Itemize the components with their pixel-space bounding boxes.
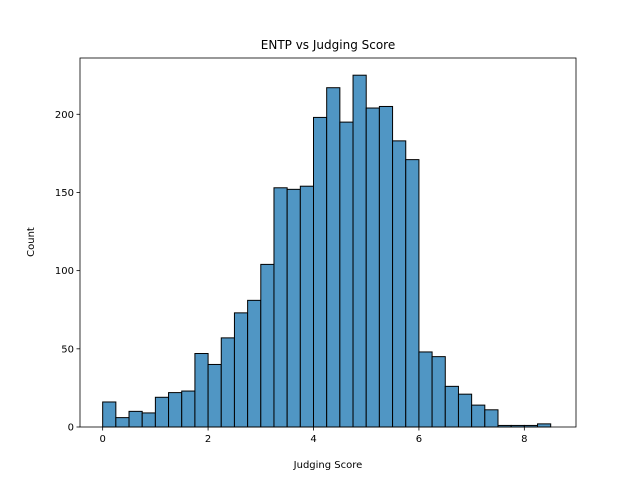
histogram-bar (471, 404, 486, 428)
histogram-bar (444, 385, 459, 428)
plot-frame (79, 57, 577, 428)
histogram-bar (537, 423, 552, 428)
x-tick-label: 6 (416, 434, 422, 445)
y-tick-label: 0 (68, 423, 74, 434)
histogram-bar (168, 392, 183, 428)
chart-title: ENTP vs Judging Score (261, 38, 395, 52)
histogram-bar (418, 351, 433, 428)
histogram-bar (207, 363, 222, 428)
histogram-bar (181, 390, 196, 428)
histogram-bar (273, 187, 288, 428)
y-tick-label: 100 (55, 266, 74, 277)
histogram-bar (457, 393, 473, 428)
histogram-bar (115, 417, 130, 428)
histogram-bar (128, 410, 143, 428)
histogram-bar (260, 263, 275, 428)
histogram-bar (484, 409, 499, 428)
histogram-bar (326, 87, 341, 428)
histogram-bar (286, 188, 301, 428)
histogram-bar (365, 107, 380, 428)
histogram-bar (405, 159, 420, 428)
histogram-bar (392, 140, 407, 428)
histogram-bar (154, 396, 170, 428)
histogram-bar (220, 337, 235, 428)
y-axis-ticks: 0 50 100 150 200 (55, 110, 80, 434)
x-tick-label: 8 (521, 434, 527, 445)
histogram-bar (431, 356, 446, 428)
histogram-bar (141, 412, 156, 428)
histogram-bar (299, 185, 315, 428)
histogram-bar (233, 312, 249, 428)
y-tick-label: 50 (61, 344, 74, 355)
histogram-bar (102, 401, 117, 428)
histogram-bar (352, 74, 367, 428)
histogram-bar (339, 121, 354, 428)
x-tick-label: 0 (99, 434, 105, 445)
histogram-bar (378, 105, 394, 428)
y-axis-label: Count (26, 227, 37, 257)
y-tick-label: 200 (55, 110, 74, 121)
bars-group (102, 74, 552, 428)
histogram-bar (194, 353, 209, 428)
x-axis-label: Judging Score (293, 460, 363, 471)
x-tick-label: 4 (310, 434, 316, 445)
histogram-bar (313, 116, 328, 428)
histogram-bar (247, 299, 262, 428)
x-tick-label: 2 (205, 434, 211, 445)
y-tick-label: 150 (55, 188, 74, 199)
x-axis-ticks: 0 2 4 6 8 (99, 427, 528, 445)
